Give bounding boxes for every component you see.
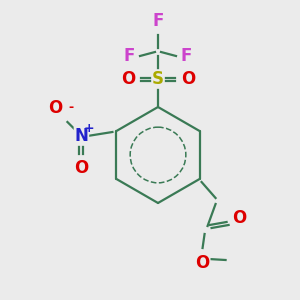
Text: O: O [195, 254, 210, 272]
Text: -: - [69, 101, 74, 115]
Text: O: O [181, 70, 195, 88]
Text: +: + [84, 122, 95, 134]
Text: O: O [121, 70, 135, 88]
Text: S: S [152, 70, 164, 88]
Text: F: F [124, 47, 135, 65]
Text: O: O [74, 159, 88, 177]
Text: O: O [232, 209, 247, 227]
Text: O: O [48, 99, 62, 117]
Text: F: F [181, 47, 192, 65]
Text: F: F [152, 12, 164, 30]
Text: N: N [74, 127, 88, 145]
